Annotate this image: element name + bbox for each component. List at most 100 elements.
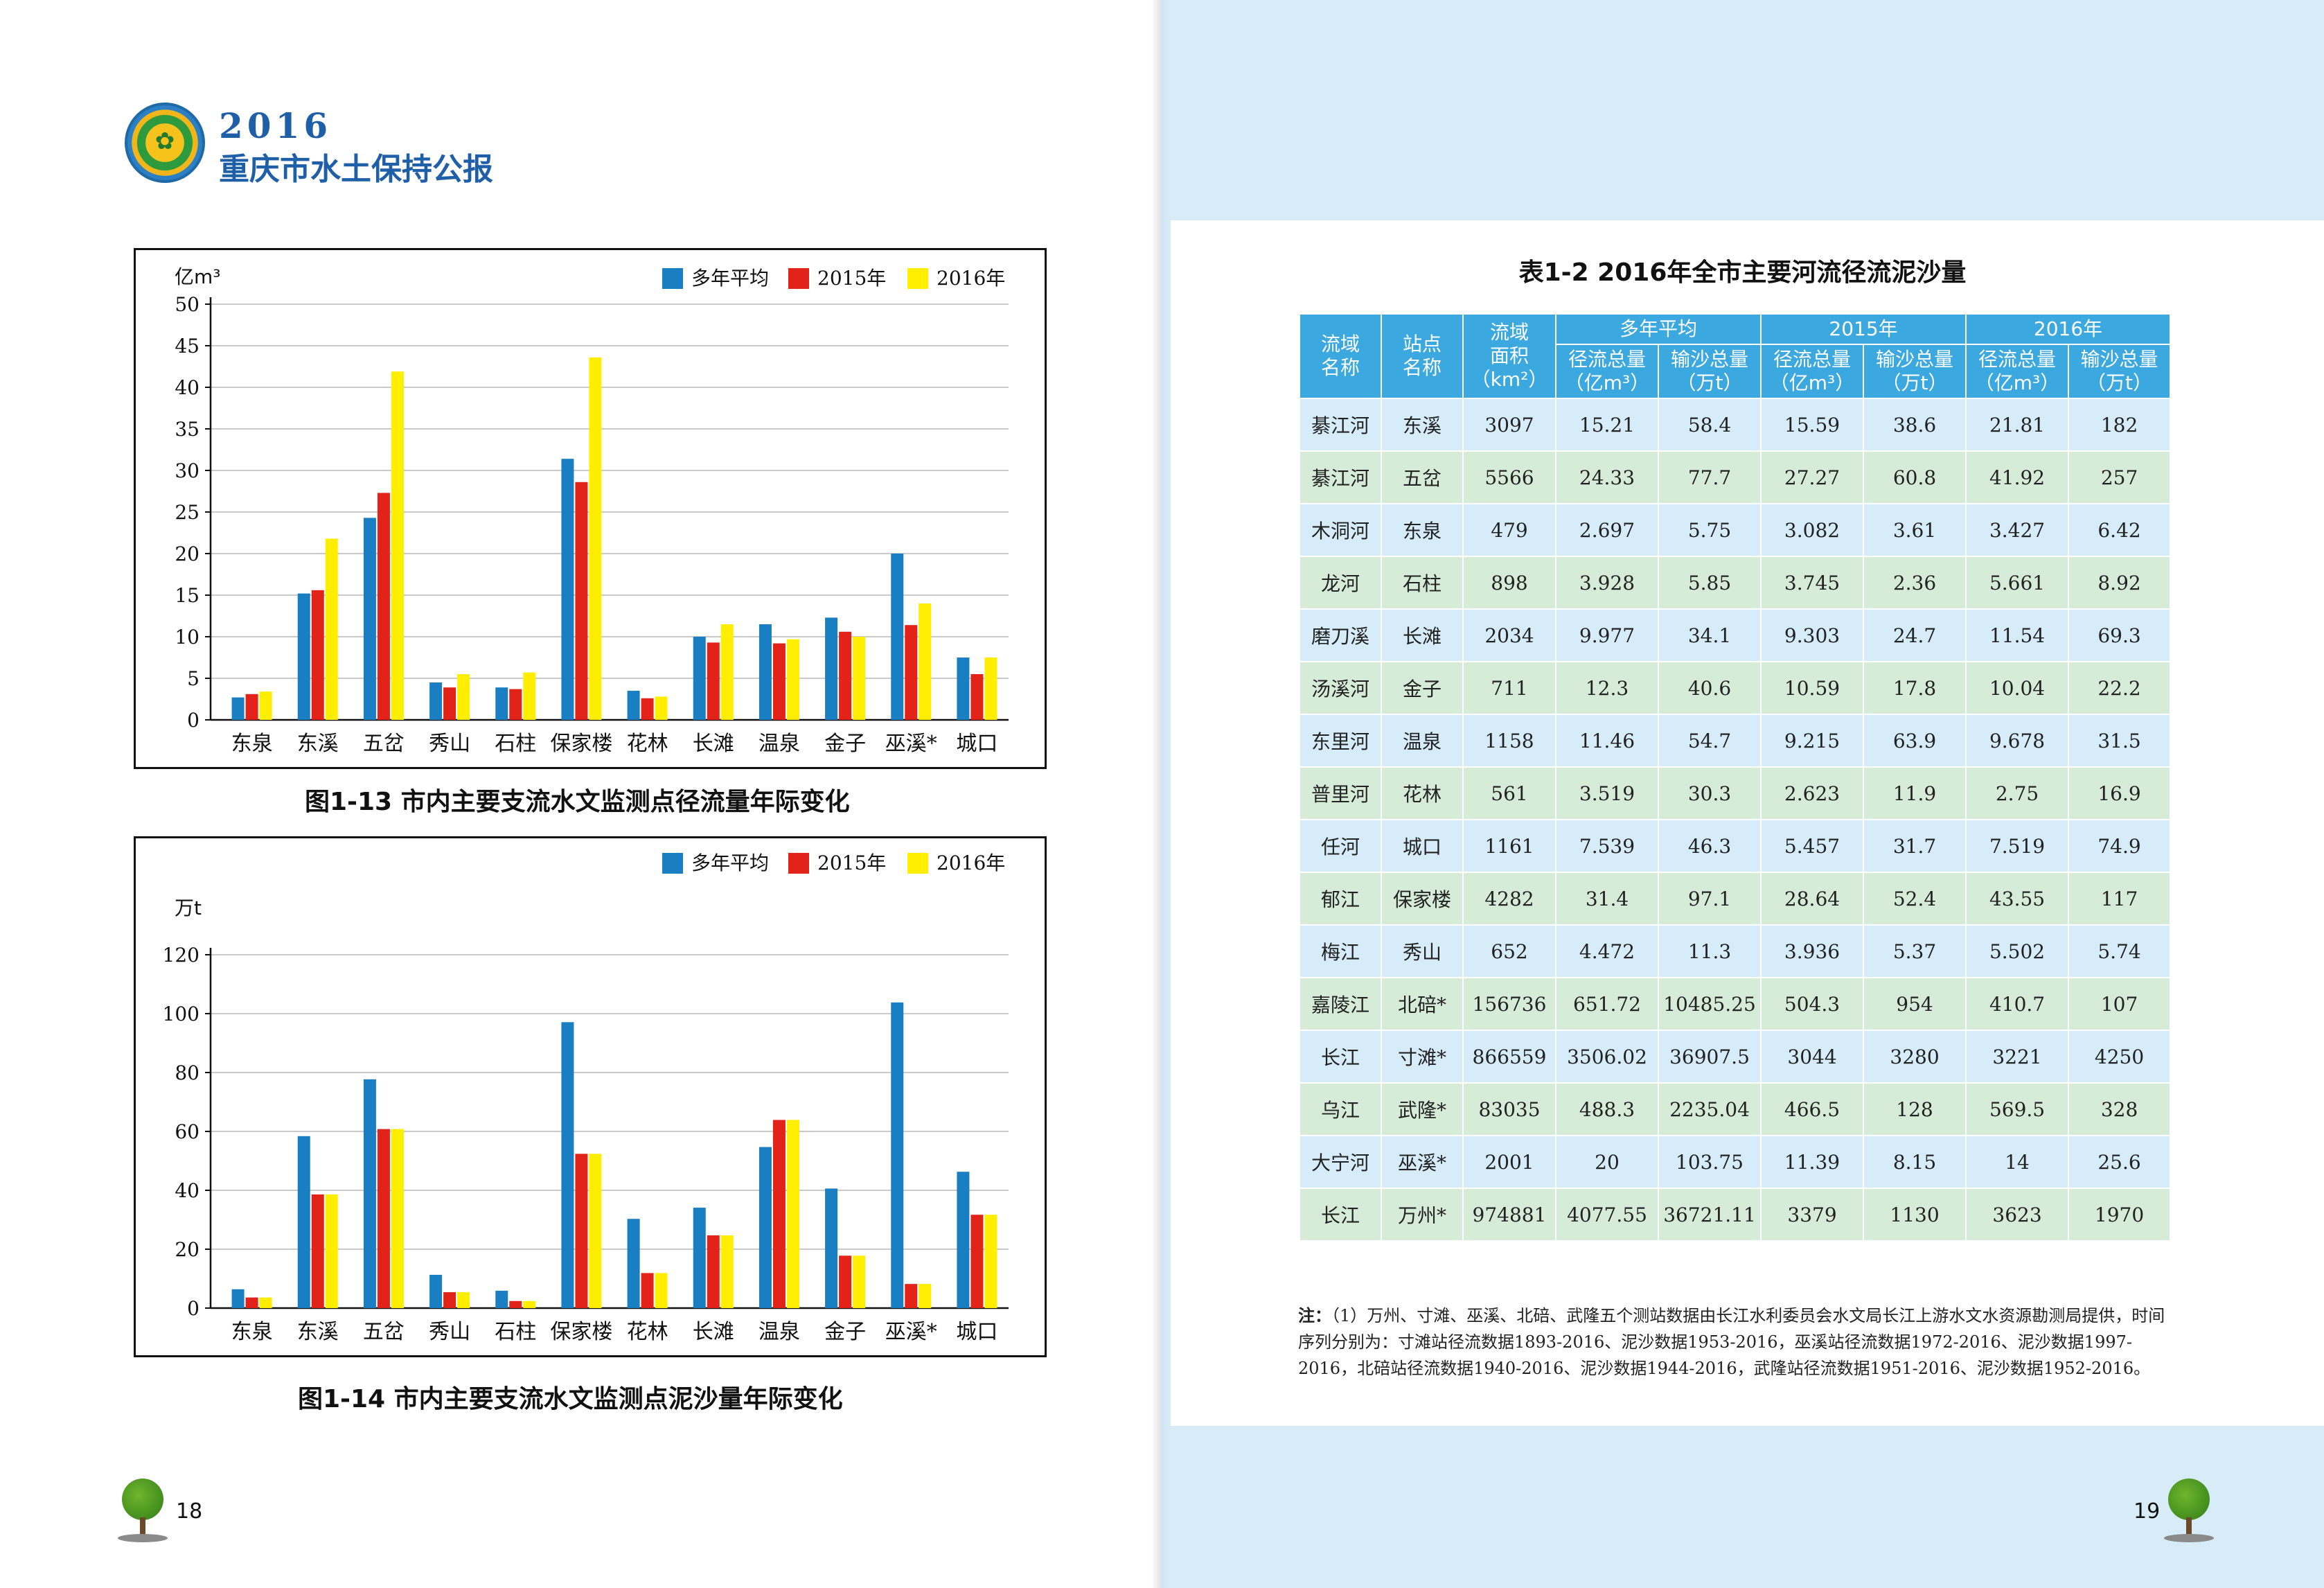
table-cell: 5566 [1462,450,1556,504]
y-tick-label: 40 [175,1179,199,1202]
table-cell: 58.4 [1657,398,1762,452]
table-cell: 保家楼 [1381,872,1464,926]
table-cell: 武隆* [1381,1082,1464,1136]
table-cell: 36721.11 [1657,1188,1762,1242]
table-cell: 83035 [1462,1082,1556,1136]
chart-svg: 0 5 10 15 20 25 30 35 40 45 50 亿m³ 东泉 东溪 五岔 秀山 石柱 保家楼 花林 长滩… [175,265,1009,756]
table-cell: 3.745 [1760,556,1865,610]
table-cell: 2.623 [1760,766,1865,820]
table-cell: 寸滩* [1381,1030,1464,1084]
table-row: 磨刀溪 长滩 2034 9.977 34.1 9.303 24.7 11.54 69.3 [1299,608,2172,662]
sediment-chart-caption: 图1-14 市内主要支流水文监测点泥沙量年际变化 [298,1385,843,1413]
table-row: 长江 寸滩* 866559 3506.02 36907.5 3044 3280 3221 425… [1299,1030,2172,1084]
table-row: 綦江河 东溪 3097 15.21 58.4 15.59 38.6 21.81 182 [1299,398,2172,452]
legend-label: 2016年 [937,267,1005,290]
header-2015: 2015年 [1760,313,1967,345]
y-tick-label: 5 [187,667,199,690]
x-tick-label: 花林 [627,1320,668,1344]
table-row: 大宁河 巫溪* 2001 20 103.75 11.39 8.15 14 25.6 [1299,1135,2172,1189]
table-cell: 郁江 [1299,872,1382,926]
bar-2016 [589,1154,602,1308]
bar-2016 [523,1300,536,1308]
x-tick-label: 东溪 [297,732,339,756]
table-cell: 24.33 [1555,450,1659,504]
table-note: 注：（1）万州、寸滩、巫溪、北碚、武隆五个测站数据由长江水利委员会水文局长江上游… [1298,1303,2178,1382]
legend-label: 2016年 [937,852,1005,874]
table-cell: 63.9 [1863,714,1967,768]
table-cell: 17.8 [1863,661,1967,715]
bar-avg [957,658,970,720]
bar-2015 [839,1255,852,1308]
x-tick-label: 长滩 [693,1320,734,1344]
table-cell: 11.46 [1555,714,1659,768]
table-cell: 898 [1462,556,1556,610]
y-axis-label: 亿m³ [175,265,221,288]
table-cell: 大宁河 [1299,1135,1382,1189]
table-cell: 21.81 [1965,398,2070,452]
bar-2015 [377,1129,390,1308]
table-cell: 257 [2068,450,2172,504]
table-cell: 3623 [1965,1188,2070,1242]
table-cell: 7.519 [1965,819,2070,873]
x-tick-label: 石柱 [495,732,536,756]
table-cell: 103.75 [1657,1135,1762,1189]
table-cell: 15.59 [1760,398,1865,452]
x-tick-label: 巫溪* [885,1320,937,1344]
bar-2015 [905,625,918,720]
bulletin-logo: ✿ [125,103,205,183]
bar-2015 [245,1297,258,1308]
table-cell: 5.457 [1760,819,1865,873]
bar-avg [825,1188,838,1308]
table-cell: 9.977 [1555,608,1659,662]
table-cell: 2.36 [1863,556,1967,610]
table-cell: 9.303 [1760,608,1865,662]
table-cell: 5.74 [2068,924,2172,978]
table-cell: 东里河 [1299,714,1382,768]
bar-avg [297,1136,310,1308]
bar-2015 [311,590,324,720]
bar-avg [429,682,443,720]
table-cell: 974881 [1462,1188,1556,1242]
bar-2016 [919,1284,932,1308]
table-cell: 5.37 [1863,924,1967,978]
y-tick-label: 20 [175,542,199,565]
table-cell: 5.502 [1965,924,2070,978]
table-cell: 30.3 [1657,766,1762,820]
table-cell: 4.472 [1555,924,1659,978]
table-cell: 东溪 [1381,398,1464,452]
bar-2016 [720,624,734,720]
bar-2016 [984,1215,997,1308]
table-cell: 11.39 [1760,1135,1865,1189]
bar-avg [561,459,574,720]
table-cell: 万州* [1381,1188,1464,1242]
table-cell: 69.3 [2068,608,2172,662]
table-cell: 46.3 [1657,819,1762,873]
left-page-number: 18 [176,1499,203,1524]
bar-avg [429,1274,443,1308]
table-cell: 城口 [1381,819,1464,873]
table-cell: 1130 [1863,1188,1967,1242]
header-runoff: 径流总量 （亿m³） [1555,344,1659,399]
table-cell: 34.1 [1657,608,1762,662]
runoff-chart-caption: 图1-13 市内主要支流水文监测点径流量年际变化 [305,788,850,816]
table-cell: 2001 [1462,1135,1556,1189]
note-text: （1）万州、寸滩、巫溪、北碚、武隆五个测站数据由长江水利委员会水文局长江上游水文… [1298,1306,2165,1378]
table-cell: 107 [2068,977,2172,1031]
table-cell: 504.3 [1760,977,1865,1031]
table-cell: 綦江河 [1299,398,1382,452]
y-tick-label: 120 [163,944,199,967]
table-cell: 12.3 [1555,661,1659,715]
x-tick-label: 城口 [956,1320,997,1344]
x-tick-label: 五岔 [363,732,405,756]
y-tick-label: 60 [175,1120,199,1143]
table-row: 龙河 石柱 898 3.928 5.85 3.745 2.36 5.661 8.92 [1299,556,2172,610]
x-tick-label: 巫溪* [885,732,937,756]
y-tick-label: 100 [163,1003,199,1025]
table-cell: 巫溪* [1381,1135,1464,1189]
table-cell: 6.42 [2068,503,2172,557]
y-tick-label: 30 [175,459,199,482]
bar-2016 [655,696,668,720]
bar-2015 [641,1273,654,1308]
table-cell: 156736 [1462,977,1556,1031]
table-cell: 479 [1462,503,1556,557]
